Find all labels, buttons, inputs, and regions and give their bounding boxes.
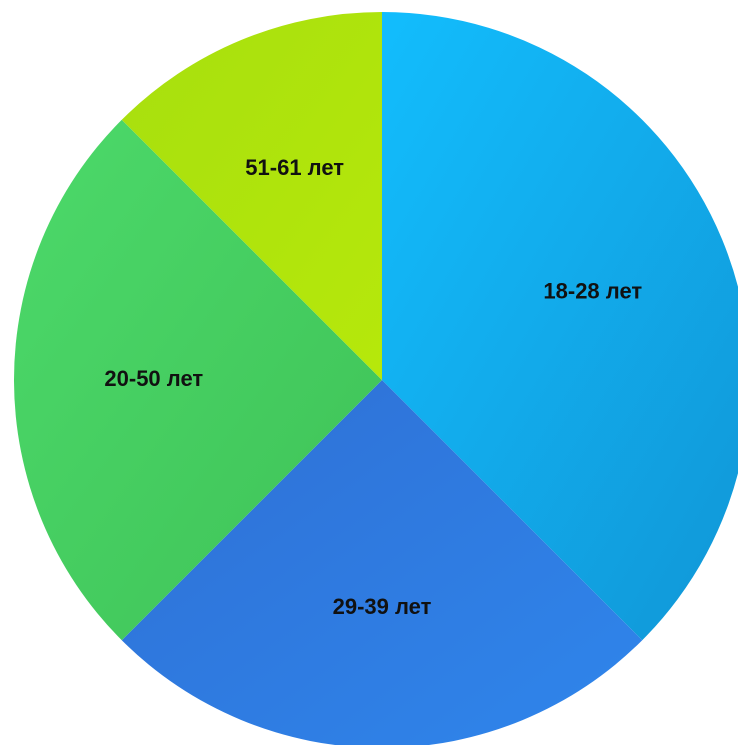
slice-label-3: 20-50 лет [104, 366, 203, 391]
pie-slice-3 [13, 119, 383, 641]
pie-slices [13, 11, 738, 745]
pie-slice-4 [121, 11, 382, 380]
pie-slice-1 [382, 12, 738, 641]
pie-labels: 18-28 лет 29-39 лет 20-50 лет 51-61 лет [104, 155, 642, 619]
slice-label-4: 51-61 лет [245, 155, 344, 180]
slice-label-1: 18-28 лет [543, 279, 642, 304]
pie-slice-2 [121, 380, 643, 745]
slice-label-2: 29-39 лет [333, 594, 432, 619]
